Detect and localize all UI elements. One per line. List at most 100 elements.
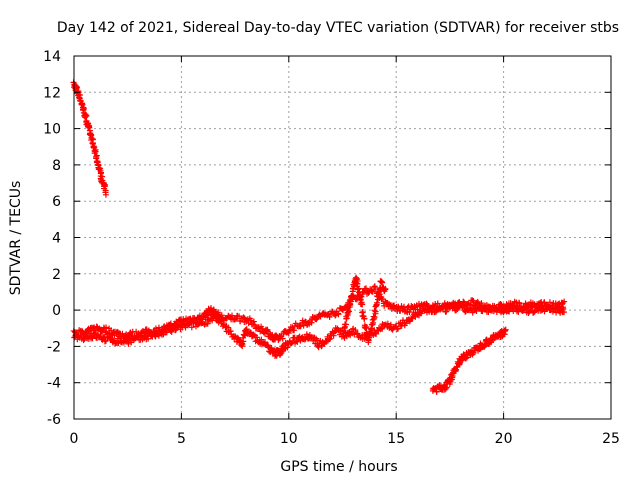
data-point: [485, 309, 492, 316]
y-tick-label: 0: [52, 303, 61, 319]
data-point: [231, 316, 238, 323]
data-point: [398, 322, 405, 329]
data-point: [502, 326, 509, 333]
y-tick-label: -4: [47, 376, 61, 392]
x-tick-label: 15: [387, 431, 405, 447]
data-point: [273, 352, 280, 359]
data-point: [97, 332, 104, 339]
y-tick-label: 8: [52, 158, 61, 174]
x-tick-label: 25: [602, 431, 620, 447]
data-point: [404, 304, 411, 311]
y-tick-label: 4: [52, 231, 61, 247]
data-point: [469, 297, 476, 304]
data-point: [384, 320, 391, 327]
x-tick-label: 20: [495, 431, 513, 447]
data-point: [103, 324, 110, 331]
data-point: [345, 308, 352, 315]
data-point: [263, 327, 270, 334]
data-point: [497, 300, 504, 307]
data-point: [335, 311, 342, 318]
data-point: [279, 335, 286, 342]
x-tick-labels: 0 5 10 15 20 25: [70, 431, 620, 447]
data-point: [482, 342, 489, 349]
data-point: [541, 299, 548, 306]
data-point: [370, 319, 377, 326]
data-point: [242, 327, 249, 334]
data-point: [462, 355, 469, 362]
data-point: [373, 330, 380, 337]
data-point: [172, 327, 179, 334]
data-point: [98, 169, 105, 176]
data-point: [343, 315, 350, 322]
data-point: [285, 330, 292, 337]
data-point: [345, 307, 352, 314]
data-point: [406, 309, 413, 316]
data-point: [360, 312, 367, 319]
data-point: [326, 335, 333, 342]
data-point: [363, 324, 370, 331]
data-point: [188, 324, 195, 331]
y-tick-label: 6: [52, 194, 61, 210]
x-tick-label: 5: [177, 431, 186, 447]
data-point: [361, 315, 368, 322]
data-point: [93, 152, 100, 159]
data-point: [371, 314, 378, 321]
series-main-lower: [71, 302, 568, 360]
chart-title: Day 142 of 2021, Sidereal Day-to-day VTE…: [57, 20, 619, 36]
data-point: [460, 302, 467, 309]
data-point: [117, 335, 124, 342]
data-point: [378, 325, 385, 332]
y-axis-label: SDTVAR / TECUs: [8, 181, 24, 296]
y-tick-labels: -6 -4 -2 0 2 4 6 8 10 12 14: [43, 49, 61, 428]
data-point: [79, 101, 86, 108]
data-point: [372, 308, 379, 315]
data-point: [235, 336, 242, 343]
data-point: [291, 327, 298, 334]
data-point: [560, 305, 567, 312]
data-point: [561, 309, 568, 316]
data-point: [92, 148, 99, 155]
data-point: [294, 338, 301, 345]
data-point: [501, 327, 508, 334]
series-spike: [341, 274, 389, 346]
grid: [74, 56, 611, 419]
y-tick-label: -2: [47, 339, 61, 355]
data-point: [442, 385, 449, 392]
data-point: [375, 296, 382, 303]
data-point: [374, 299, 381, 306]
y-tick-label: 12: [43, 85, 61, 101]
data-point: [259, 325, 266, 332]
data-point: [561, 298, 568, 305]
data-point: [250, 331, 257, 338]
y-tick-label: 2: [52, 267, 61, 283]
data-point: [313, 316, 320, 323]
x-tick-label: 10: [280, 431, 298, 447]
data-point: [128, 339, 135, 346]
y-tick-label: 14: [43, 49, 61, 65]
data-point: [196, 312, 203, 319]
series-points: [70, 79, 568, 395]
x-tick-label: 0: [70, 431, 79, 447]
data-point: [418, 308, 425, 315]
data-point: [125, 340, 132, 347]
data-point: [326, 314, 333, 321]
x-axis-label: GPS time / hours: [280, 459, 397, 475]
data-point: [395, 304, 402, 311]
data-point: [239, 341, 246, 348]
data-point: [487, 303, 494, 310]
data-point: [432, 308, 439, 315]
data-point: [403, 308, 410, 315]
series-late-rise: [429, 326, 509, 395]
data-point: [80, 337, 87, 344]
data-point: [250, 318, 257, 325]
data-point: [402, 320, 409, 327]
y-tick-label: -6: [47, 412, 61, 428]
data-point: [101, 183, 108, 190]
axes: [73, 55, 612, 420]
data-point: [382, 285, 389, 292]
data-point: [371, 307, 378, 314]
data-point: [515, 308, 522, 315]
data-point: [342, 321, 349, 328]
